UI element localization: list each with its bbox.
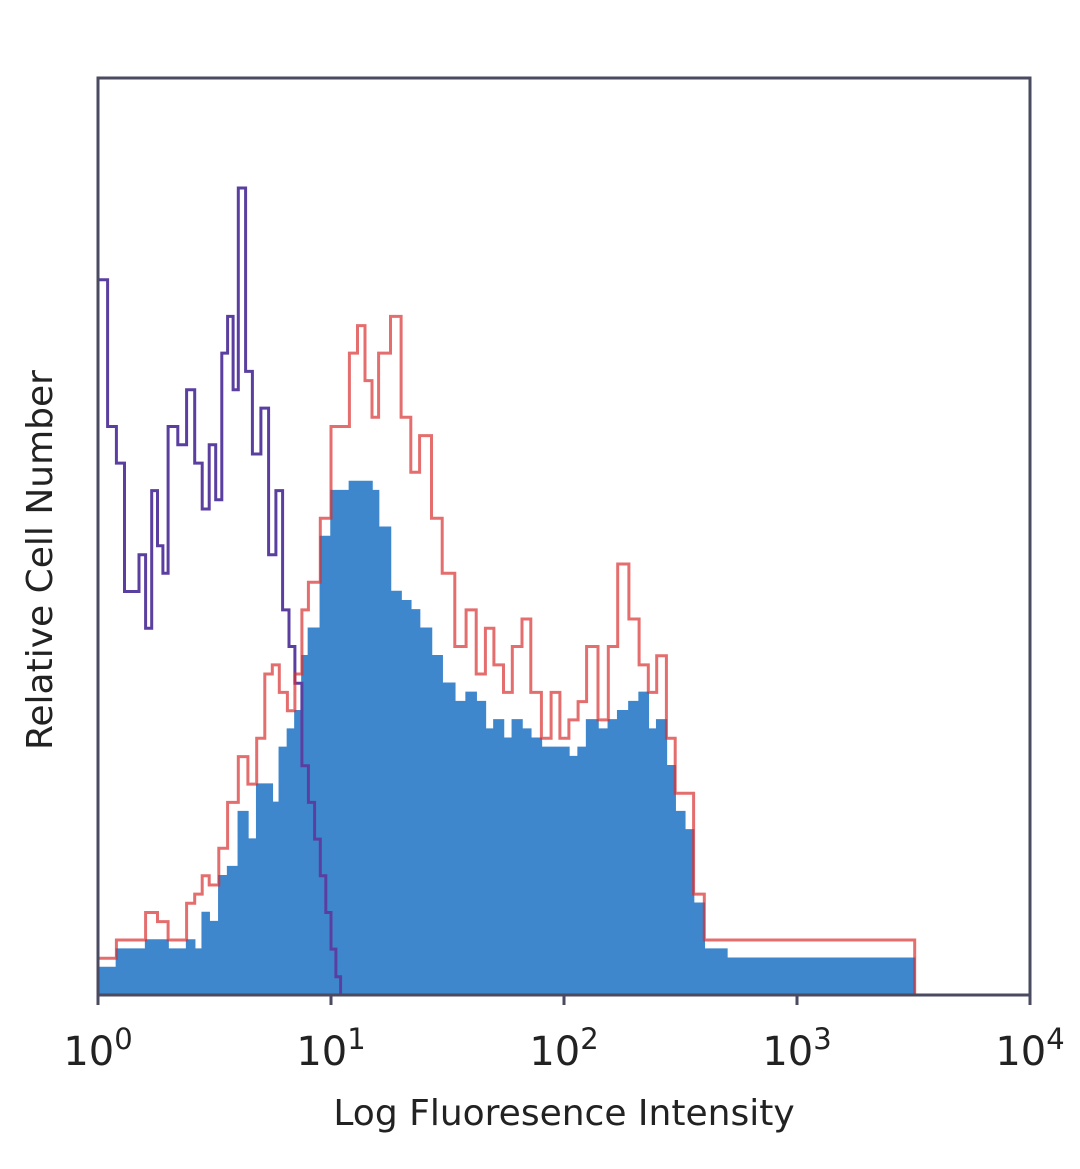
histogram-series-0 bbox=[96, 186, 343, 995]
x-tick-label: 100 bbox=[63, 1022, 132, 1075]
x-axis-ticks: 100 101 102 103 104 bbox=[63, 995, 1065, 1075]
histogram-series-2 bbox=[97, 480, 916, 995]
histogram-series-1 bbox=[96, 314, 917, 995]
x-tick-label: 102 bbox=[529, 1022, 598, 1075]
y-axis-label: Relative Cell Number bbox=[20, 370, 61, 750]
plot-area bbox=[96, 186, 917, 995]
x-tick-label: 103 bbox=[762, 1022, 831, 1075]
x-tick-label: 101 bbox=[296, 1022, 365, 1075]
x-axis-label: Log Fluoresence Intensity bbox=[333, 1093, 794, 1134]
x-tick-label: 104 bbox=[995, 1022, 1064, 1075]
